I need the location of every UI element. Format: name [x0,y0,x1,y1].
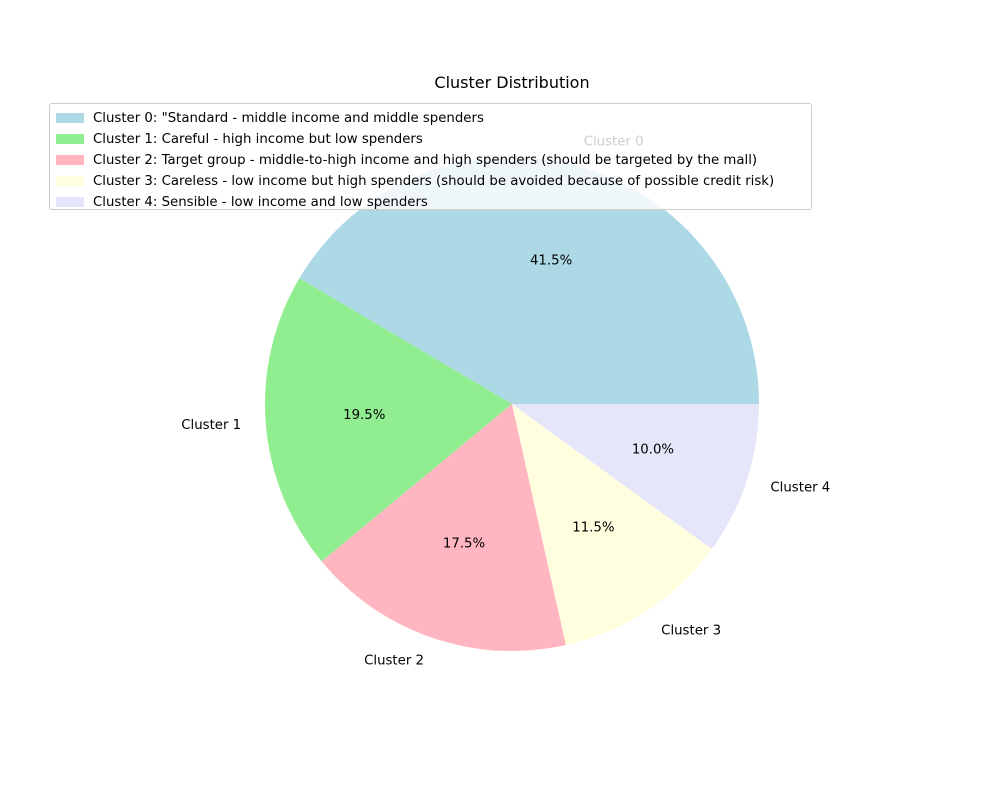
pie-slice-cluster-0 [299,157,759,404]
legend: Cluster 0: "Standard - middle income and… [49,103,812,210]
legend-swatch [56,134,84,144]
chart-title: Cluster Distribution [434,73,589,92]
legend-item-cluster-1: Cluster 1: Careful - high income but low… [56,130,423,148]
legend-label: Cluster 3: Careless - low income but hig… [93,173,775,189]
pie-slice-cluster-1 [265,278,512,562]
legend-swatch [56,155,84,165]
legend-label: Cluster 1: Careful - high income but low… [93,131,423,147]
legend-label: Cluster 2: Target group - middle-to-high… [93,152,758,168]
legend-item-cluster-4: Cluster 4: Sensible - low income and low… [56,193,428,211]
legend-swatch [56,197,84,207]
legend-swatch [56,113,84,123]
pie-category-label: Cluster 2 [364,654,424,669]
legend-label: Cluster 0: "Standard - middle income and… [93,110,484,126]
legend-label: Cluster 4: Sensible - low income and low… [93,194,428,210]
pie-percent-label: 10.0% [632,442,674,457]
pie-slice-cluster-3 [512,404,712,646]
legend-item-cluster-2: Cluster 2: Target group - middle-to-high… [56,151,757,169]
legend-item-cluster-0: Cluster 0: "Standard - middle income and… [56,109,484,127]
legend-swatch [56,176,84,186]
pie-category-label: Cluster 3 [661,624,721,639]
pie-percent-label: 41.5% [530,254,572,269]
pie-category-label: Cluster 1 [181,418,241,433]
legend-item-cluster-3: Cluster 3: Careless - low income but hig… [56,172,774,190]
pie-percent-label: 11.5% [572,520,614,535]
pie-slice-cluster-2 [321,404,566,651]
pie-percent-label: 19.5% [343,408,385,423]
pie-category-label: Cluster 4 [770,480,830,495]
pie-percent-label: 17.5% [443,537,485,552]
pie-slices [265,157,759,651]
pie-slice-cluster-4 [512,404,759,550]
